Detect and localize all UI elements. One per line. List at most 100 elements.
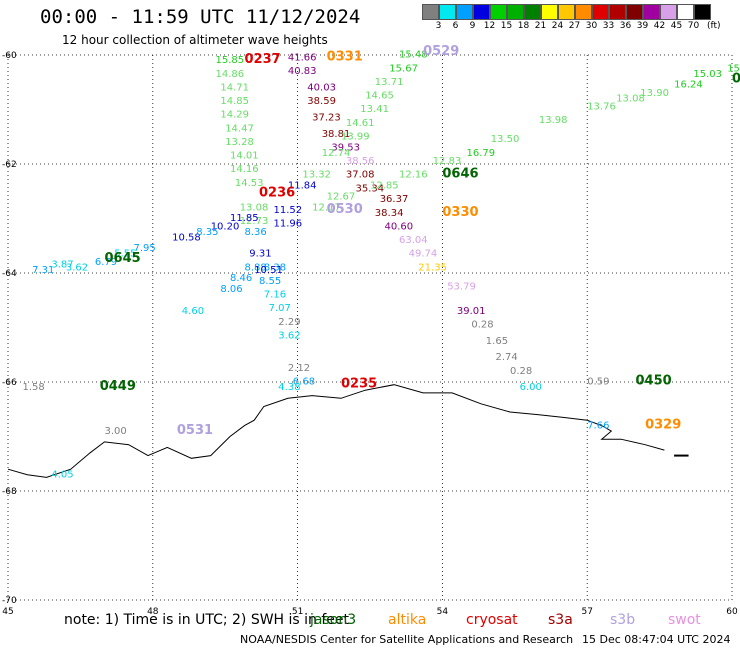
- wave-height-value: 40.83: [288, 66, 317, 77]
- lat-tick-label: -70: [2, 596, 17, 606]
- wave-height-value: 3.87: [51, 260, 73, 271]
- wave-height-value: 3.00: [105, 426, 127, 437]
- wave-height-value: 7.66: [587, 420, 609, 431]
- wave-height-value: 7.95: [134, 243, 156, 254]
- scale-label: 70: [687, 21, 700, 31]
- scale-label: 45: [670, 21, 683, 31]
- pass-time-label: 0329: [645, 417, 681, 432]
- wave-height-value: 7.31: [32, 265, 54, 276]
- wave-height-value: 15.85: [216, 55, 245, 66]
- wave-height-value: 49.74: [409, 249, 438, 260]
- lon-tick-label: 51: [292, 607, 303, 617]
- wave-height-value: 15.03: [693, 69, 722, 80]
- wave-height-value: 11.84: [288, 181, 317, 192]
- coastline: [7, 384, 665, 478]
- wave-height-value: 8.06: [220, 284, 242, 295]
- scale-label: 33: [602, 21, 615, 31]
- wave-height-value: 16.79: [467, 148, 496, 159]
- page-title: 00:00 - 11:59 UTC 11/12/2024: [40, 6, 361, 28]
- wave-height-value: 14.85: [220, 96, 249, 107]
- wave-height-value: 10.20: [211, 221, 240, 232]
- pass-time-label: 0235: [341, 376, 377, 391]
- wave-height-value: 39.53: [331, 142, 360, 153]
- lon-tick-label: 57: [581, 607, 592, 617]
- wave-height-value: 13.08: [616, 93, 645, 104]
- scale-label: 39: [636, 21, 649, 31]
- wave-height-value: 8.88: [245, 262, 267, 273]
- wave-height-value: 7.07: [269, 303, 291, 314]
- page-subtitle: 12 hour collection of altimeter wave hei…: [62, 33, 328, 47]
- scale-swatch: [677, 4, 694, 20]
- wave-height-value: 11.52: [274, 205, 303, 216]
- wave-height-value: 13.41: [360, 104, 389, 115]
- wave-height-value: 39.01: [457, 306, 486, 317]
- wave-height-value: 6.00: [520, 382, 542, 393]
- wave-height-value: 16.24: [674, 80, 703, 91]
- generated-timestamp: 15 Dec 08:47:04 UTC 2024: [582, 633, 731, 646]
- scale-swatch: [609, 4, 626, 20]
- wave-height-value: 14.16: [230, 164, 259, 175]
- wave-height-value: 35.34: [356, 183, 385, 194]
- scale-swatch: [541, 4, 558, 20]
- wave-height-value: 1.65: [486, 336, 508, 347]
- lon-tick-label: 45: [2, 607, 13, 617]
- scale-swatch: [575, 4, 592, 20]
- wave-height-value: 14.61: [346, 118, 375, 129]
- wave-height-value: 2.12: [288, 363, 310, 374]
- wave-height-value: 53.79: [447, 281, 476, 292]
- scale-label: 27: [568, 21, 581, 31]
- lat-tick-label: -66: [2, 378, 17, 388]
- scale-swatch: [626, 4, 643, 20]
- wave-height-value: 13.71: [375, 77, 404, 88]
- axis-tick-labels: 45 48 51 54 57 60 -60 -62 -64 -66 -68 -70: [2, 51, 738, 617]
- wave-height-value: 12.67: [327, 191, 356, 202]
- scale-label: 6: [452, 21, 459, 31]
- pass-time-labels: 0237 0331 0529 0647 0646 0236 0530 0330 0645 0449…: [100, 44, 740, 438]
- wave-height-value: 6.79: [95, 257, 117, 268]
- wave-height-value: 14.71: [220, 82, 249, 93]
- footnote: note: 1) Time is in UTC; 2) SWH is in fe…: [64, 612, 350, 628]
- pass-time-label: 0530: [327, 202, 363, 217]
- scale-swatch: [507, 4, 524, 20]
- wave-height-value: 38.56: [346, 156, 375, 167]
- scale-label: 18: [517, 21, 530, 31]
- satellite-s3b: s3b: [610, 612, 636, 628]
- wave-height-value: 0.28: [471, 320, 493, 331]
- wave-height-value: 11.96: [274, 219, 303, 230]
- wave-height-value: 14.47: [225, 123, 254, 134]
- pass-time-label: 0450: [636, 374, 672, 389]
- wave-height-value: 0.59: [587, 377, 609, 388]
- lat-tick-label: -60: [2, 51, 17, 61]
- pass-time-label: 0237: [245, 52, 281, 67]
- scale-swatch: [439, 4, 456, 20]
- scale-swatch: [456, 4, 473, 20]
- scale-swatch: [558, 4, 575, 20]
- wave-height-value: 12.83: [433, 156, 462, 167]
- wave-height-value: 14.86: [216, 69, 245, 80]
- pass-time-label: 0330: [442, 205, 478, 220]
- color-scale-labels: 3 6 9 12 15 18 21 24 27 30 33 36 39 42 45 70: [422, 21, 702, 31]
- pass-time-label: 0531: [177, 423, 213, 438]
- antarctic-coastline: [7, 384, 689, 478]
- scale-swatch: [592, 4, 609, 20]
- wave-height-value: 13.08: [240, 202, 269, 213]
- wave-height-value: 12.73: [240, 216, 269, 227]
- wave-height-value: 2.29: [278, 317, 300, 328]
- wave-height-value: 15.48: [399, 50, 428, 61]
- wave-height-value: 15.67: [389, 63, 418, 74]
- scale-label: 15: [500, 21, 513, 31]
- wave-height-value: 7.16: [264, 290, 286, 301]
- wave-height-value: 13.90: [640, 88, 669, 99]
- lon-tick-label: 54: [437, 607, 449, 617]
- wave-height-value: 10.58: [172, 232, 201, 243]
- pass-time-label: 0647: [732, 71, 740, 86]
- wave-height-value: 40.60: [385, 221, 414, 232]
- wave-height-value: 14.29: [220, 110, 249, 121]
- scale-swatch: [490, 4, 507, 20]
- wave-height-value: 2.74: [496, 352, 518, 363]
- lon-tick-label: 48: [147, 607, 159, 617]
- wave-height-value: 12.17: [312, 202, 341, 213]
- scale-swatch: [643, 4, 660, 20]
- wave-height-value: 11.85: [230, 213, 259, 224]
